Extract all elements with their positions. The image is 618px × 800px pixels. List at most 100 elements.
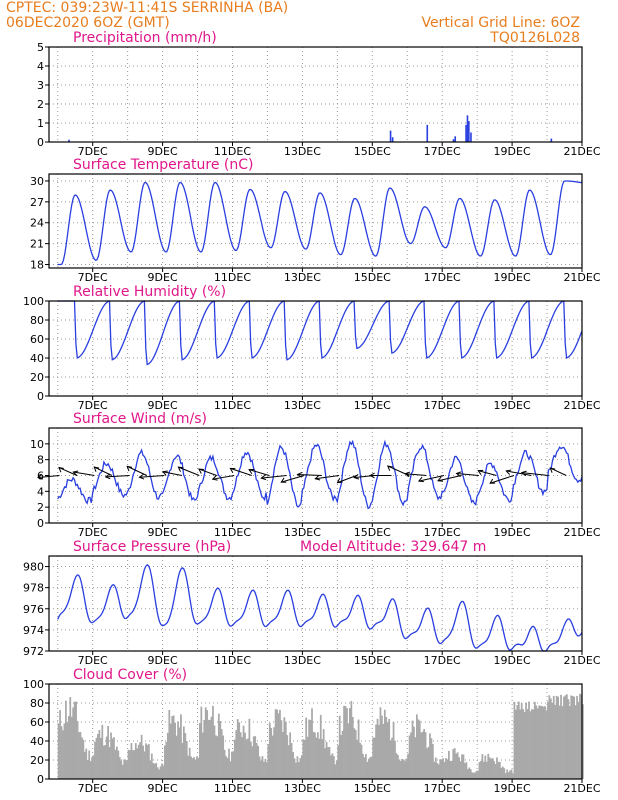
cloud-bar — [458, 757, 460, 779]
wind-arrow-head — [211, 475, 218, 481]
cloud-bar — [522, 709, 525, 779]
cloud-bar — [107, 726, 110, 779]
cloud-bar — [503, 768, 506, 779]
temp-ytick-label: 18 — [30, 259, 44, 272]
cloud-bar — [104, 745, 107, 779]
cloud-bar — [215, 735, 217, 779]
cloud-bar — [571, 696, 574, 779]
cloud-bar — [482, 761, 485, 779]
header-run-date: 06DEC2020 6OZ (GMT) — [6, 15, 170, 31]
cloud-bar — [303, 739, 306, 779]
cloud-bar — [69, 697, 72, 779]
cloud-bar — [115, 746, 118, 779]
cloud-bar — [277, 713, 280, 779]
wind-arrow-head — [161, 470, 168, 476]
cloud-bar — [490, 758, 493, 779]
cloud-bar — [79, 732, 82, 779]
cloud-bar — [200, 706, 203, 779]
cloud-bar — [164, 745, 166, 779]
cloud-bar — [136, 748, 139, 779]
cloud-bar — [99, 737, 102, 779]
cloud-bar — [296, 756, 299, 779]
cloud-bar — [265, 762, 268, 779]
cloud-bar — [526, 709, 529, 779]
wind-arrow — [58, 467, 78, 476]
cloud-bar — [213, 725, 216, 779]
cloud-xtick-label: 9DEC — [148, 782, 178, 795]
wind-arrow-head — [260, 474, 267, 481]
cloud-ytick-label: 60 — [30, 716, 44, 729]
cloud-bar — [126, 760, 128, 779]
wind-arrow-head — [336, 477, 343, 484]
wind-arrow-head — [104, 473, 111, 480]
precip-xtick-label: 11DEC — [214, 145, 251, 158]
temp-ytick-label: 27 — [30, 196, 44, 209]
cloud-bar — [168, 709, 171, 779]
cloud-bar — [446, 759, 449, 779]
cloud-bar — [238, 722, 241, 779]
cloud-bar — [59, 710, 61, 779]
cloud-bar — [411, 720, 414, 779]
cloud-bar — [372, 737, 375, 779]
rh-ytick-label: 80 — [30, 314, 44, 327]
cloud-bar — [360, 744, 363, 779]
cloud-bar — [305, 717, 308, 779]
precip-ytick-label: 2 — [37, 98, 44, 111]
cloud-bar — [236, 719, 239, 779]
wind-xtick-label: 19DEC — [494, 526, 531, 539]
cloud-bar — [75, 701, 77, 779]
wind-arrow — [315, 475, 340, 480]
cloud-bar — [82, 739, 85, 779]
cloud-bar — [143, 751, 146, 779]
cloud-bar — [139, 742, 142, 779]
cloud-bar — [177, 721, 179, 779]
cloud-bar — [261, 756, 264, 779]
header-model-code: TQ0126L028 — [489, 30, 580, 46]
cloud-bar — [474, 772, 476, 779]
cloud-bar — [247, 738, 249, 779]
cloud-bar — [318, 738, 321, 779]
wind-arrow-head — [314, 474, 321, 481]
cloud-bar — [108, 747, 111, 779]
cloud-bar — [337, 745, 340, 779]
wind-arrow-head — [417, 476, 424, 483]
cloud-bar — [121, 764, 124, 779]
cloud-bar — [134, 743, 137, 779]
cloud-bar — [155, 762, 158, 779]
cloud-bar — [538, 705, 541, 779]
cloud-bar — [478, 762, 481, 779]
cloud-bar — [206, 710, 209, 779]
precip-xtick-label: 7DEC — [78, 145, 108, 158]
wind-arrow-head — [549, 467, 556, 473]
pres-xtick-label: 9DEC — [148, 654, 178, 667]
cloud-bar — [529, 711, 532, 779]
wind-xtick-label: 13DEC — [284, 526, 321, 539]
cloud-bar — [279, 709, 281, 779]
cloud-bar — [81, 737, 83, 779]
cloud-bar — [354, 730, 357, 779]
cloud-bar — [70, 716, 73, 779]
cloud-bar — [219, 721, 222, 779]
cloud-bar — [194, 759, 197, 779]
cloud-bar — [367, 758, 370, 779]
cloud-bar — [85, 748, 88, 779]
cloud-bar — [461, 754, 463, 779]
cloud-bar — [343, 705, 345, 779]
rh-panel-title: Relative Humidity (%) — [73, 284, 226, 300]
cloud-bar — [171, 716, 174, 779]
cloud-bar — [276, 709, 278, 779]
cloud-bar — [226, 757, 229, 779]
cloud-bar — [487, 753, 490, 779]
cloud-bar — [383, 709, 386, 779]
cloud-bar — [92, 755, 95, 779]
cloud-bar — [65, 700, 67, 779]
precip-bar — [466, 115, 469, 142]
rh-ytick-label: 60 — [30, 333, 44, 346]
cloud-bar — [322, 729, 325, 779]
wind-arrow-head — [138, 473, 145, 480]
cloud-bar — [293, 758, 296, 779]
header-location: CPTEC: 039:23W-11:41S SERRINHA (BA) — [6, 0, 288, 16]
cloud-bar — [111, 738, 114, 779]
cloud-ytick-label: 100 — [23, 678, 44, 691]
